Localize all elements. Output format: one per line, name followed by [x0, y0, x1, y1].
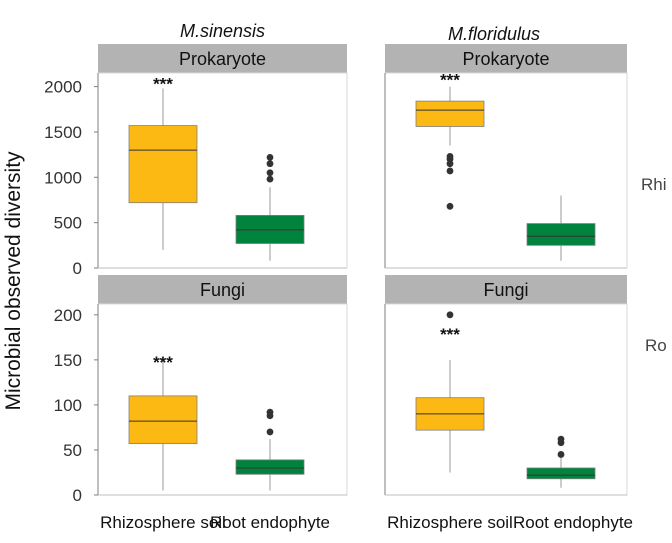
box-iqr	[235, 459, 305, 475]
facet-strip-label: Prokaryote	[179, 49, 266, 69]
row-title: Ro	[645, 336, 667, 355]
y-tick-label: 0	[73, 259, 82, 278]
outlier-point	[446, 167, 454, 175]
outlier-point	[446, 153, 454, 160]
y-tick-label: 0	[73, 486, 82, 505]
significance-label: ***	[440, 71, 460, 90]
column-title: M.sinensis	[180, 21, 265, 41]
box-rhizosphere-soil	[128, 88, 198, 250]
significance-label: ***	[153, 74, 173, 93]
y-tick-label: 500	[54, 214, 82, 233]
box-root-endophyte	[526, 195, 596, 261]
facet-strip-label: Prokaryote	[462, 49, 549, 69]
outlier-point	[266, 428, 274, 436]
box-iqr	[415, 100, 485, 127]
box-root-endophyte	[526, 435, 596, 488]
y-tick-label: 50	[63, 441, 82, 460]
panel-Mfloridulus-prokaryote: Prokaryote***	[384, 44, 628, 269]
box-iqr	[526, 467, 596, 480]
box-root-endophyte	[235, 408, 305, 491]
y-tick-label: 200	[54, 306, 82, 325]
facet-strip-label: Fungi	[483, 280, 528, 300]
outlier-point	[266, 169, 274, 177]
y-tick-label: 150	[54, 351, 82, 370]
box-rhizosphere-soil	[415, 311, 485, 473]
outlier-point	[446, 202, 454, 210]
y-tick-label: 2000	[44, 78, 82, 97]
facet-strip	[98, 44, 347, 73]
y-tick-label: 1000	[44, 168, 82, 187]
outlier-point	[557, 435, 565, 443]
outlier-point	[266, 153, 274, 161]
outlier-point	[557, 451, 565, 458]
box-rhizosphere-soil	[415, 86, 485, 210]
column-title: M.floridulus	[448, 24, 540, 44]
significance-label: ***	[440, 325, 460, 344]
y-tick-label: 100	[54, 396, 82, 415]
y-axis-label: Microbial observed diversity	[2, 151, 25, 411]
facet-strip	[385, 275, 627, 304]
outlier-point	[446, 311, 454, 319]
outlier-point	[266, 160, 274, 168]
significance-label: ***	[153, 353, 173, 372]
box-rhizosphere-soil	[128, 359, 198, 491]
x-category-label: Rhizosphere soil	[387, 513, 513, 532]
y-tick-label: 1500	[44, 123, 82, 142]
x-category-label: Root endophyte	[210, 513, 330, 532]
panel-Mfloridulus-fungi: Fungi ***	[384, 275, 628, 496]
outlier-point	[266, 408, 274, 416]
facet-strip	[385, 44, 627, 73]
panel-Msinensis-prokaryote: Prokaryote 0 500 1000 1500 2000 ***	[44, 44, 348, 278]
facet-strip	[98, 275, 347, 304]
box-iqr	[128, 395, 198, 445]
box-iqr	[128, 125, 198, 204]
box-iqr	[526, 223, 596, 246]
box-root-endophyte	[235, 153, 305, 261]
panel-Msinensis-fungi: Fungi 0 50 100 150 200 ***	[54, 275, 348, 505]
outlier-point	[266, 175, 274, 183]
x-category-label: Rhizosphere soil	[100, 513, 226, 532]
x-category-label: Root endophyte	[513, 513, 633, 532]
facet-strip-label: Fungi	[200, 280, 245, 300]
row-title: Rhi	[641, 175, 667, 194]
